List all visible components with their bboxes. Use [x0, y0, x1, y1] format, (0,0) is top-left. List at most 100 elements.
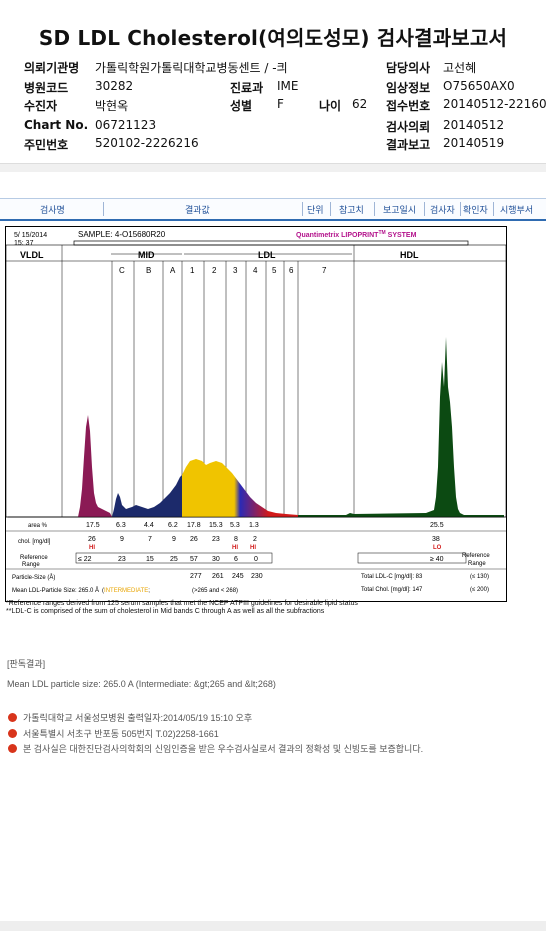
total-chol-ref: (≤ 200): [470, 587, 489, 593]
footnote-2: **LDL-C is comprised of the sum of chole…: [6, 608, 325, 615]
lipoprint-report: 5/ 15/2014 15: 37 SAMPLE: 4-O15680R20 Qu…: [5, 226, 507, 602]
footer-address: 서울특별시 서초구 반포동 505번지 T.02)2258-1661: [23, 729, 219, 739]
result-text: Mean LDL particle size: 265.0 A (Interme…: [7, 679, 276, 689]
chol-vldl: 26: [88, 536, 96, 543]
band-5: 5: [272, 266, 277, 275]
page-bottom-bar: [0, 921, 546, 931]
chol-3: 8: [234, 536, 238, 543]
band-2: 2: [212, 266, 217, 275]
ref-C: 23: [118, 556, 126, 563]
flag-4: HI: [250, 545, 256, 551]
flag-hdl: LO: [433, 545, 442, 551]
chol-2: 23: [212, 536, 220, 543]
lipoprint-chart: 5/ 15/2014 15: 37 SAMPLE: 4-O15680R20 Qu…: [6, 230, 506, 594]
request-label: 검사의뢰: [386, 120, 431, 134]
age-label: 나이: [319, 99, 342, 113]
ps-3: 245: [232, 573, 244, 580]
sample-id: SAMPLE: 4-O15680R20: [78, 230, 166, 239]
vldl-peak: [78, 415, 112, 517]
mean-particle-size: Mean LDL-Particle Size: 265.0 Å (INTERMED…: [12, 587, 150, 594]
ref-right-1: Reference: [462, 553, 490, 559]
ref-4: 0: [254, 556, 258, 563]
area-A: 6.2: [168, 522, 178, 529]
chart-value: 06721123: [95, 118, 157, 132]
clinical-value: O75650AX0: [443, 79, 515, 93]
patient-value: 박현옥: [95, 99, 129, 113]
band-A: A: [170, 266, 176, 275]
area-3: 5.3: [230, 522, 240, 529]
ldl-peaks: [182, 459, 298, 517]
tab-result[interactable]: 결과값: [185, 206, 210, 216]
ref-row: ≤ 22 23 15 25 57 30 6 0 ≥ 40: [78, 556, 444, 563]
tab-divider: [460, 202, 461, 216]
doctor-label: 담당의사: [386, 61, 431, 75]
footer-certification: 본 검사실은 대한진단검사의학회의 신임인증을 받은 우수검사실로서 결과의 정…: [23, 744, 424, 754]
area-B: 4.4: [144, 522, 154, 529]
section-separator: [0, 163, 546, 172]
ref-2: 30: [212, 556, 220, 563]
sex-label: 성별: [230, 99, 253, 113]
tab-report-time[interactable]: 보고일시: [383, 206, 417, 216]
band-3: 3: [233, 266, 238, 275]
tab-test-name[interactable]: 검사명: [40, 206, 65, 216]
flag-row: HI HI HI LO: [89, 545, 442, 551]
chol-C: 9: [120, 536, 124, 543]
ref-vldl: ≤ 22: [78, 556, 92, 563]
tab-confirmer[interactable]: 확인자: [463, 206, 488, 216]
patient-label: 수진자: [24, 99, 58, 113]
flag-vldl: HI: [89, 545, 95, 551]
ldl-peak-edge: [182, 471, 186, 517]
tab-reference[interactable]: 참고치: [339, 206, 364, 216]
band-6: 6: [289, 266, 294, 275]
section-vldl: VLDL: [20, 250, 44, 260]
run-date: 5/ 15/2014: [14, 232, 47, 239]
hospcode-value: 30282: [95, 79, 134, 93]
tab-divider: [103, 202, 104, 216]
hdl-peak: [298, 337, 504, 517]
footer-line-1: 가톨릭대학교 서울성모병원 출력일자:2014/05/19 15:10 오후: [8, 711, 252, 724]
mean-range: (>265 and < 268): [192, 588, 238, 594]
receipt-value: 20140512-22160: [443, 97, 546, 111]
area-vldl: 17.5: [86, 522, 100, 529]
band-B: B: [146, 266, 151, 275]
area-C: 6.3: [116, 522, 126, 529]
chol-row: 26 9 7 9 26 23 8 2 38: [88, 536, 440, 543]
footer-line-2: 서울특별시 서초구 반포동 505번지 T.02)2258-1661: [8, 727, 219, 740]
request-value: 20140512: [443, 118, 505, 132]
org-label: 의뢰기관명: [24, 61, 80, 75]
age-value: 62: [352, 97, 368, 111]
run-time: 15: 37: [14, 240, 34, 247]
flag-3: HI: [232, 545, 238, 551]
bullet-icon: [8, 729, 17, 738]
band-1: 1: [190, 266, 195, 275]
report-date-label: 결과보고: [386, 138, 431, 152]
tab-unit[interactable]: 단위: [307, 206, 324, 216]
footnote-1: *Reference ranges derived from 125 serum…: [6, 600, 358, 607]
band-7: 7: [322, 266, 327, 275]
total-ldl-ref: (≤ 130): [470, 574, 489, 580]
sample-box: [73, 240, 469, 246]
area-hdl: 25.5: [430, 522, 444, 529]
rrn-value: 520102-2226216: [95, 136, 199, 150]
ps-1: 277: [190, 573, 202, 580]
area-row: 17.5 6.3 4.4 6.2 17.8 15.3 5.3 1.3 25.5: [86, 522, 444, 529]
ref-box: [75, 552, 273, 564]
ref-B: 15: [146, 556, 154, 563]
footnotes: *Reference ranges derived from 125 serum…: [6, 600, 358, 616]
footer-hospital: 가톨릭대학교 서울성모병원 출력일자:2014/05/19 15:10 오후: [23, 713, 253, 723]
bullet-icon: [8, 713, 17, 722]
tab-department[interactable]: 시행부서: [500, 206, 534, 216]
ps-4: 230: [251, 573, 263, 580]
ref-right-2: Range: [468, 561, 486, 567]
ref-3: 6: [234, 556, 238, 563]
report-title: SD LDL Cholesterol(여의도성모) 검사결과보고서: [38, 26, 508, 50]
chol-label: chol. [mg/dl]: [18, 539, 51, 545]
chol-hdl: 38: [432, 536, 440, 543]
tab-tester[interactable]: 검사자: [430, 206, 455, 216]
receipt-label: 접수번호: [386, 99, 431, 113]
section-hdl: HDL: [400, 250, 419, 260]
tab-divider: [330, 202, 331, 216]
ref-label-1: Reference: [20, 555, 48, 561]
band-dividers: [61, 245, 355, 517]
result-column-header: 검사명 결과값 단위 참고치 보고일시 검사자 확인자 시행부서: [0, 198, 546, 221]
